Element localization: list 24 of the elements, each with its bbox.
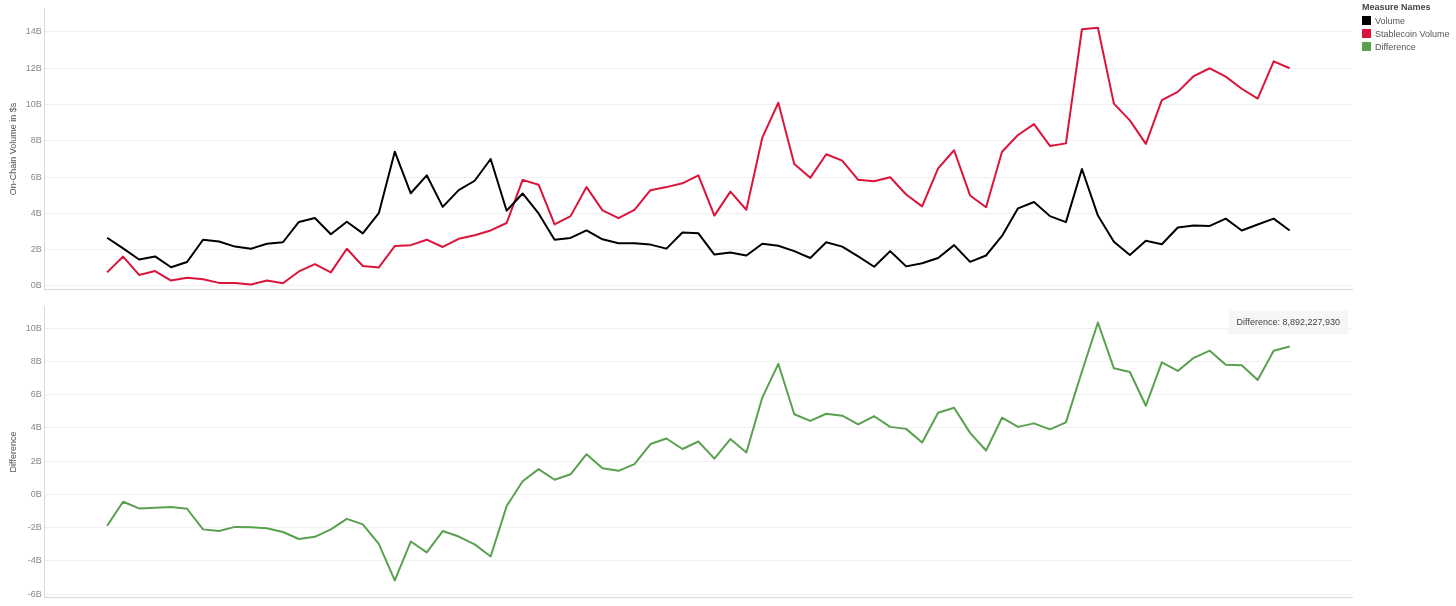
legend-label: Volume: [1375, 15, 1406, 26]
y-axis-title: On-Chain Volume in $s: [7, 102, 18, 196]
legend-label: Stablecoin Volume: [1375, 28, 1450, 39]
y-tick-label: 8B: [30, 135, 42, 146]
y-tick-label: -6B: [27, 588, 42, 599]
y-tick-label: 2B: [30, 455, 42, 466]
y-tick-label: 10B: [25, 322, 42, 333]
y-tick-label: 4B: [30, 207, 42, 218]
y-tick-label: 0B: [30, 488, 42, 499]
y-tick-label: 10B: [25, 99, 42, 110]
y-tick-label: 6B: [30, 171, 42, 182]
y-tick-label: 0B: [30, 280, 42, 291]
legend-label: Difference: [1375, 41, 1416, 52]
y-tick-label: -4B: [27, 555, 42, 566]
y-tick-label: 6B: [30, 389, 42, 400]
annotation: Difference: 8,892,227,930: [1236, 316, 1341, 327]
y-tick-label: 12B: [25, 62, 42, 73]
y-tick-label: 8B: [30, 355, 42, 366]
y-tick-label: 2B: [30, 244, 42, 255]
y-tick-label: 14B: [25, 26, 42, 37]
y-tick-label: 4B: [30, 422, 42, 433]
legend-title: Measure Names: [1362, 2, 1432, 12]
y-axis-title: Difference: [7, 431, 18, 473]
y-tick-label: -2B: [27, 522, 42, 533]
